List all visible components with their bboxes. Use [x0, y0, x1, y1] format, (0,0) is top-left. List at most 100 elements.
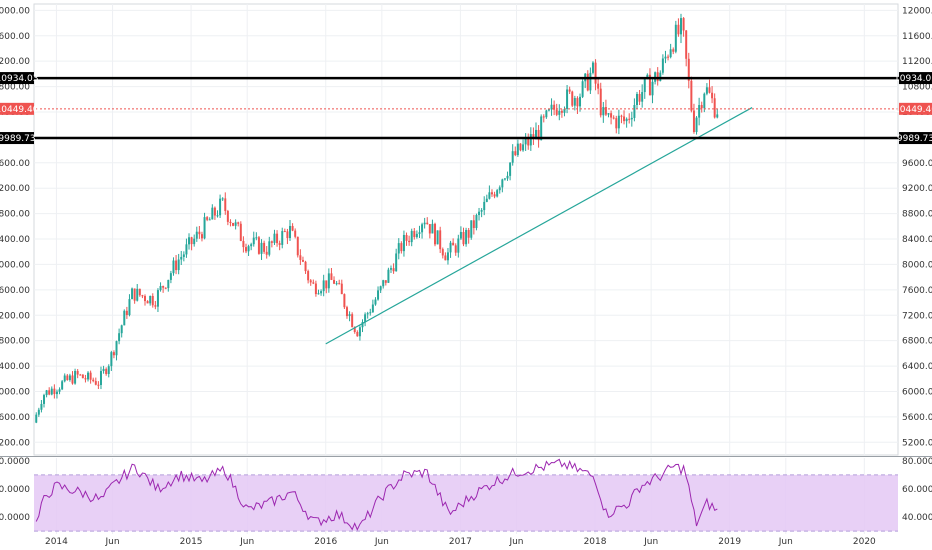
time-tick: 2015	[180, 537, 203, 547]
candle-body	[369, 312, 372, 314]
right-price-tick: 11600.00	[902, 32, 932, 42]
candle-body	[493, 194, 496, 197]
candle-body	[602, 106, 605, 116]
candle-body	[591, 62, 594, 73]
candle-body	[180, 256, 183, 260]
candle-body	[506, 175, 509, 179]
candle-body	[633, 105, 636, 118]
candle-body	[615, 118, 618, 129]
rsi-right-tick: 60.0000	[902, 485, 932, 495]
candle-body	[226, 211, 229, 222]
right-price-axis[interactable]: 12000.0011600.0011200.0010800.0010400.00…	[902, 6, 932, 523]
candle-body	[358, 327, 361, 337]
candle-body	[599, 88, 602, 116]
left-price-tick: 6800.00	[0, 337, 30, 347]
candle-body	[211, 207, 214, 220]
candle-body	[415, 233, 418, 238]
candle-body	[384, 280, 387, 283]
candle-body	[680, 18, 683, 35]
candle-body	[320, 291, 323, 294]
candle-body	[97, 384, 100, 386]
candle-body	[472, 220, 475, 229]
candle-body	[252, 237, 255, 245]
candle-body	[289, 226, 292, 239]
candle-body	[335, 283, 338, 285]
candle-body	[208, 219, 211, 221]
candle-body	[522, 144, 525, 151]
candle-body	[118, 333, 121, 342]
rsi-left-tick: 80.0000	[0, 457, 30, 467]
candle-body	[667, 56, 670, 58]
time-axis[interactable]: 2014 Jun 2015 Jun 2016 Jun 2017 Jun 2018 Jun 2019 J…	[45, 537, 876, 547]
candle-body	[371, 304, 374, 313]
candle-body	[317, 293, 320, 295]
candle-body	[441, 249, 444, 256]
right-price-tick: 6000.00	[902, 387, 932, 397]
candle-body	[703, 93, 706, 109]
level-tag-right	[899, 72, 932, 85]
candle-body	[250, 244, 253, 247]
candle-body	[182, 254, 185, 257]
candle-body	[410, 230, 413, 243]
candle-body	[105, 368, 108, 374]
trendline[interactable]	[325, 107, 753, 345]
candle-body	[301, 259, 304, 262]
candle-body	[333, 279, 336, 284]
candle-body	[239, 223, 242, 241]
candle-body	[400, 243, 403, 252]
candle-body	[268, 241, 271, 255]
candle-body	[617, 115, 620, 129]
candle-body	[428, 224, 431, 234]
candle-body	[299, 255, 302, 260]
candles	[35, 13, 719, 424]
candle-body	[195, 231, 198, 239]
candle-body	[340, 283, 343, 295]
candle-body	[219, 198, 222, 216]
candle-body	[467, 230, 470, 238]
candle-body	[37, 409, 40, 415]
time-tick: 2018	[584, 537, 607, 547]
candle-body	[162, 286, 165, 288]
right-price-tick: 7600.00	[902, 286, 932, 296]
candle-body	[237, 222, 240, 224]
candle-body	[123, 310, 126, 326]
level-tag-left-label: 10934.03	[0, 74, 38, 84]
candle-body	[553, 104, 556, 110]
candle-body	[304, 261, 307, 272]
candle-body	[604, 106, 607, 115]
candle-body	[446, 252, 449, 261]
candle-body	[159, 286, 162, 291]
candle-body	[58, 389, 61, 392]
candle-body	[454, 245, 457, 253]
candle-body	[74, 370, 77, 384]
candle-body	[55, 391, 58, 395]
candle-body	[579, 96, 582, 107]
candle-body	[511, 151, 514, 163]
candle-body	[156, 290, 159, 307]
candle-body	[263, 242, 266, 252]
candle-body	[107, 366, 110, 374]
candle-body	[713, 98, 716, 118]
time-tick: 2019	[718, 537, 741, 547]
left-price-tick: 5200.00	[0, 438, 30, 448]
candle-body	[581, 81, 584, 97]
candle-body	[198, 231, 201, 235]
candle-body	[193, 238, 196, 245]
candle-body	[294, 230, 297, 237]
candle-body	[327, 273, 330, 289]
candle-body	[146, 301, 149, 304]
candle-body	[685, 30, 688, 59]
candle-body	[387, 269, 390, 283]
candle-body	[413, 230, 416, 238]
candle-body	[540, 116, 543, 141]
left-price-tick: 11600.00	[0, 32, 30, 42]
candle-body	[128, 299, 131, 316]
candle-body	[421, 224, 424, 233]
candle-body	[244, 247, 247, 252]
candle-body	[361, 322, 364, 328]
candle-body	[594, 62, 597, 84]
candle-body	[265, 251, 268, 255]
left-price-tick: 8800.00	[0, 210, 30, 220]
rsi-left-tick: 60.0000	[0, 485, 30, 495]
